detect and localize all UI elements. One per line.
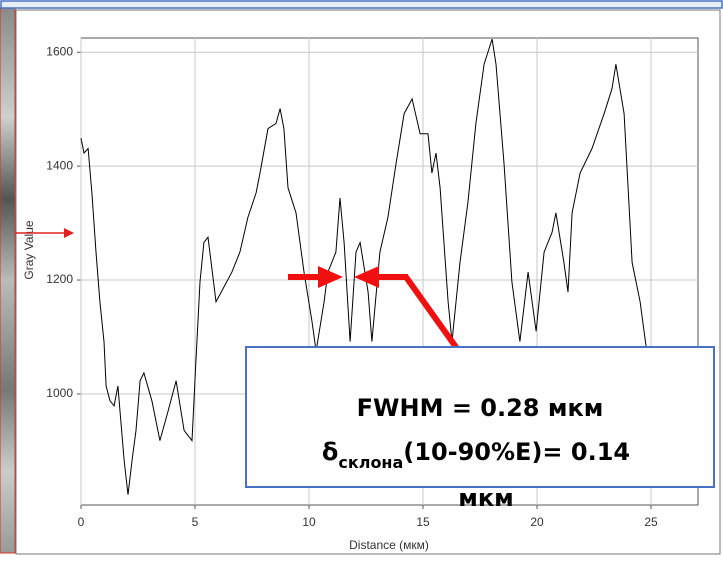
x-axis-label: Distance (мкм) — [349, 538, 429, 552]
annotation-box — [245, 346, 715, 488]
data-line — [80, 38, 697, 495]
x-tick-label: 25 — [644, 515, 658, 529]
annotation-rest: (10-90%E)= 0.14 — [403, 438, 630, 466]
x-tick-label: 0 — [78, 515, 85, 529]
fwhm-arrow-head — [318, 266, 343, 288]
x-tick-label: 20 — [530, 515, 544, 529]
annotation-text: δсклона(10-90%E)= 0.14 — [322, 438, 630, 472]
subscript: склона — [338, 453, 403, 472]
top-bar — [0, 0, 723, 9]
x-tick-label: 15 — [416, 515, 430, 529]
y-tick-label: 1600 — [46, 44, 73, 58]
annotation-text: FWHM = 0.28 мкм — [357, 394, 604, 422]
y-axis-label: Gray Value — [22, 220, 36, 279]
x-tick-label: 10 — [302, 515, 316, 529]
fwhm-arrow-head — [354, 266, 379, 288]
image-strip — [0, 7, 16, 554]
y-tick-label: 1200 — [46, 272, 73, 286]
y-tick-label: 1000 — [46, 386, 73, 400]
annotation-text: мкм — [458, 484, 514, 512]
delta: δ — [322, 438, 339, 466]
y-tick-label: 1400 — [46, 158, 73, 172]
pointer-arrow-head — [64, 228, 74, 238]
x-tick-label: 5 — [192, 515, 199, 529]
